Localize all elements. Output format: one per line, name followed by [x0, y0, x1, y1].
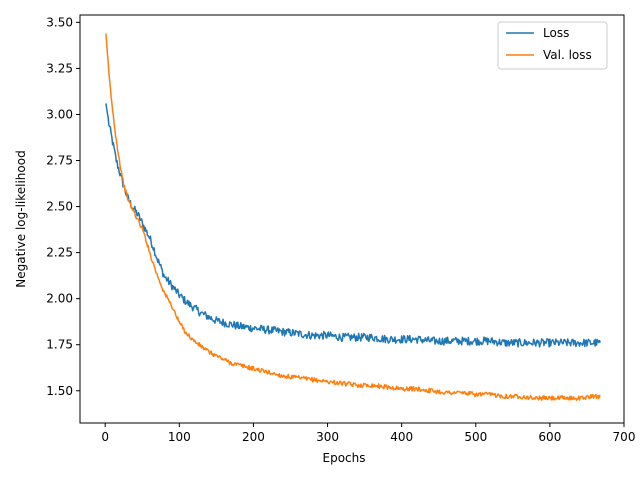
y-tick-label: 2.00	[46, 292, 73, 306]
y-tick-label: 2.50	[46, 200, 73, 214]
x-tick-label: 300	[316, 430, 339, 444]
y-tick-label: 2.25	[46, 246, 73, 260]
x-tick-label: 100	[168, 430, 191, 444]
x-tick-label: 400	[390, 430, 413, 444]
x-tick-label: 200	[242, 430, 265, 444]
plot-frame	[79, 14, 625, 424]
y-axis: 1.50 1.75 2.00 2.25 2.50 2.75 3.00 3.25 3.50	[46, 15, 80, 398]
legend-label-loss: Loss	[543, 26, 569, 40]
plot-area	[80, 15, 624, 423]
y-tick-label: 3.50	[46, 15, 73, 29]
y-axis-label: Negative log-likelihood	[14, 150, 28, 287]
legend: Loss Val. loss	[497, 21, 608, 70]
x-tick-label: 0	[101, 430, 109, 444]
y-tick-label: 1.50	[46, 384, 73, 398]
y-tick-label: 3.00	[46, 107, 73, 121]
y-tick-label: 3.25	[46, 61, 73, 75]
x-axis-label: Epochs	[323, 451, 366, 465]
x-tick-label: 600	[538, 430, 561, 444]
y-tick-label: 2.75	[46, 154, 73, 168]
y-tick-label: 1.75	[46, 338, 73, 352]
series-layer	[105, 33, 601, 402]
legend-label-val-loss: Val. loss	[543, 48, 592, 62]
x-axis: 0 100 200 300 400 500 600 700	[101, 423, 635, 444]
series-line-loss	[105, 103, 601, 348]
series-line-val-loss	[105, 33, 601, 402]
x-tick-label: 700	[613, 430, 636, 444]
x-tick-label: 500	[464, 430, 487, 444]
